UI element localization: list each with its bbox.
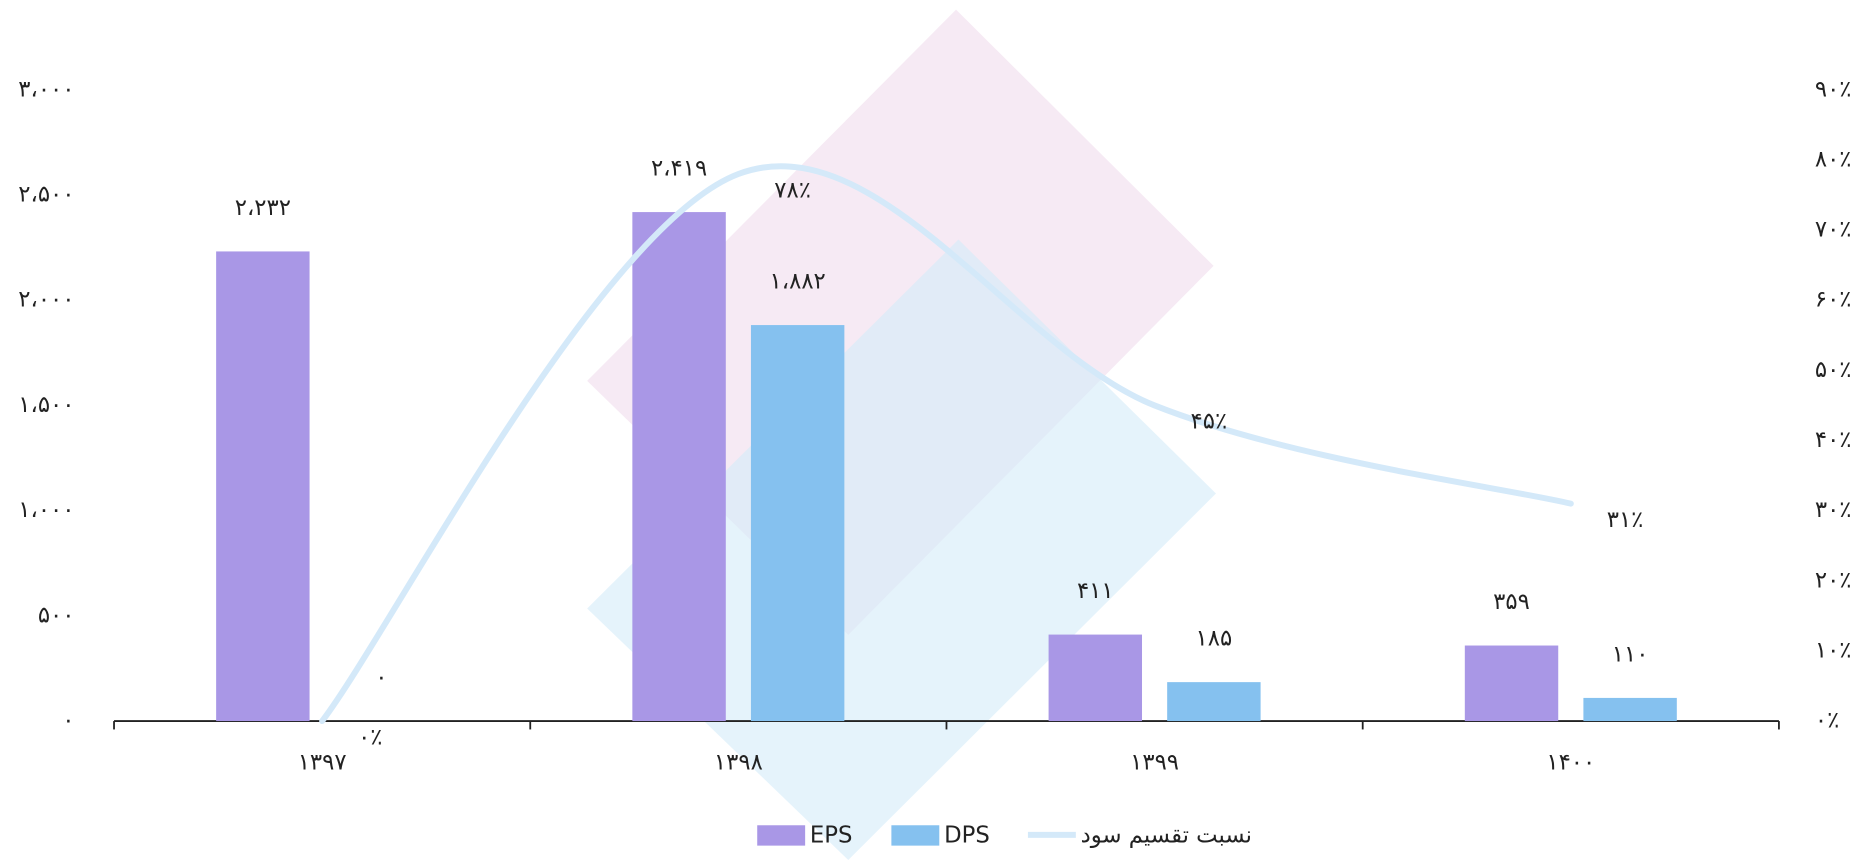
bar — [216, 251, 310, 722]
y2-tick-label: ۹۰٪ — [1815, 76, 1852, 102]
legend-swatch — [891, 825, 940, 846]
y2-tick-label: ۸۰٪ — [1815, 146, 1852, 172]
data-label: ۱۱۰ — [1612, 641, 1649, 667]
x-tick-label: ۱۳۹۹ — [1130, 749, 1179, 775]
bar — [1583, 697, 1677, 722]
data-label: ۳۵۹ — [1493, 589, 1530, 615]
data-label: ۱۸۵ — [1196, 626, 1233, 652]
x-tick-label: ۱۴۰۰ — [1546, 749, 1595, 775]
decor-shape — [587, 239, 1216, 860]
legend-label: DPS — [944, 823, 990, 849]
bar — [1464, 645, 1559, 722]
y-tick-label: ۵۰۰ — [38, 602, 75, 628]
legend-swatch — [757, 825, 806, 846]
plot: ۰ ۵۰۰ ۱،۰۰۰ ۱،۵۰۰ ۲،۰۰۰ ۲،۵۰۰ ۳،۰۰۰ ۰٪ ۱۰٪ ۲۰٪ ۳۰٪… — [18, 76, 1851, 848]
data-label: ۷۸٪ — [774, 177, 811, 203]
bar — [632, 212, 726, 722]
y2-tick-label: ۴۰٪ — [1815, 427, 1852, 453]
data-label: ۰ — [375, 664, 387, 690]
y2-tick-label: ۶۰٪ — [1815, 287, 1852, 313]
data-label: ۲،۲۳۲ — [235, 195, 291, 221]
y2-tick-label: ۲۰٪ — [1815, 567, 1852, 593]
y2-tick-label: ۵۰٪ — [1815, 357, 1852, 383]
y2-tick-label: ۰٪ — [1815, 708, 1839, 734]
y-tick-label: ۲،۵۰۰ — [18, 182, 74, 208]
y-tick-label: ۰ — [62, 708, 74, 734]
data-label: ۲،۴۱۹ — [651, 155, 707, 181]
x-tick-label: ۱۳۹۸ — [714, 749, 763, 775]
background-decoration — [587, 9, 1216, 860]
x-tick-label: ۱۳۹۷ — [298, 749, 347, 775]
y-tick-label: ۳،۰۰۰ — [18, 76, 74, 102]
line — [319, 163, 1574, 725]
y2-tick-label: ۷۰٪ — [1815, 217, 1852, 243]
legend-label: نسبت تقسیم سود — [1081, 823, 1252, 849]
y2-tick-label: ۳۰٪ — [1815, 497, 1852, 523]
bar — [1167, 682, 1261, 722]
data-label: ۱،۸۸۲ — [770, 268, 826, 294]
data-label: ۳۱٪ — [1607, 507, 1644, 533]
bar — [1048, 634, 1143, 722]
data-label: ۰٪ — [358, 724, 382, 750]
y-tick-label: ۲،۰۰۰ — [18, 287, 74, 313]
data-label: ۴۱۱ — [1077, 578, 1114, 604]
y2-tick-label: ۱۰٪ — [1815, 637, 1852, 663]
bar — [750, 325, 845, 722]
y-tick-label: ۱،۵۰۰ — [18, 392, 74, 418]
data-label: ۴۵٪ — [1191, 409, 1228, 435]
legend-label: EPS — [810, 823, 853, 849]
y-tick-label: ۱،۰۰۰ — [18, 497, 74, 523]
